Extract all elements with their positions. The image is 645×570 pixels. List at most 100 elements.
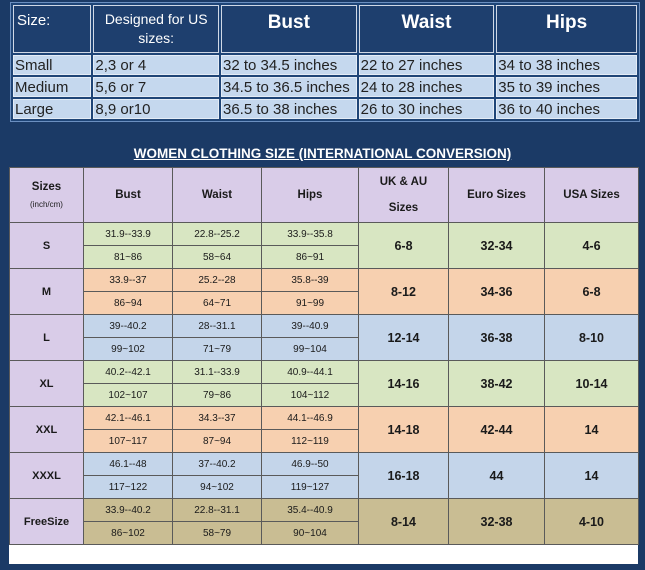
bust-inch-value: 31.9--33.9 [83,222,173,246]
cell-us: 2,3 or 4 [93,55,219,75]
size-label: XL [9,360,84,407]
cell-waist: 24 to 28 inches [358,77,495,97]
euro-size-value: 44 [448,452,545,499]
table-row: XXL 42.1--46.1 34.3--37 44.1--46.9 14-18 42-4… [9,406,639,453]
hips-cm-value: 112~119 [261,429,359,453]
table-row: XL 40.2--42.1 31.1--33.9 40.9--44.1 14-16 38-… [9,360,639,407]
conversion-table: Sizes (inch/cm) Bust Waist Hips UK & AU … [9,167,639,564]
usa-size-value: 14 [544,406,639,453]
hips-inch-value: 39--40.9 [261,314,359,338]
header-euro: Euro Sizes [448,167,545,223]
euro-size-value: 38-42 [448,360,545,407]
hips-cm-value: 104~112 [261,383,359,407]
hips-inch-value: 44.1--46.9 [261,406,359,430]
waist-inch-value: 22.8--25.2 [172,222,262,246]
waist-inch-value: 22.8--31.1 [172,498,262,522]
cell-size: Large [13,99,92,119]
cell-waist: 22 to 27 inches [358,55,495,75]
header-bust: Bust [220,5,357,53]
table-row: 81~86 58~64 86~91 [10,245,639,269]
table-row: Large 8,9 or10 36.5 to 38 inches 26 to 30 i… [13,99,637,119]
table-row: M 33.9--37 25.2--28 35.8--39 8-12 34-36 6-8 [9,268,639,315]
hips-inch-value: 40.9--44.1 [261,360,359,384]
uk-au-size-value: 8-12 [358,268,449,315]
bust-cm-value: 102~107 [83,383,173,407]
header-uk-au-line1: UK & AU [379,176,428,188]
cell-hips: 36 to 40 inches [496,99,637,119]
uk-au-size-value: 14-18 [358,406,449,453]
waist-inch-value: 25.2--28 [172,268,262,292]
bust-cm-value: 86~94 [83,291,173,315]
cell-bust: 34.5 to 36.5 inches [220,77,357,97]
waist-cm-value: 64~71 [172,291,262,315]
cell-waist: 26 to 30 inches [358,99,495,119]
hips-inch-value: 33.9--35.8 [261,222,359,246]
cell-size: Medium [13,77,92,97]
size-label: XXXL [9,452,84,499]
uk-au-size-value: 6-8 [358,222,449,269]
size-label: L [9,314,84,361]
bust-inch-value: 42.1--46.1 [83,406,173,430]
bust-inch-value: 33.9--40.2 [83,498,173,522]
euro-size-value: 32-34 [448,222,545,269]
size-label: S [9,222,84,269]
waist-inch-value: 31.1--33.9 [172,360,262,384]
header-sizes: Sizes (inch/cm) [9,167,84,223]
uk-au-size-value: 8-14 [358,498,449,545]
table-row: S 31.9--33.9 22.8--25.2 33.9--35.8 6-8 32-34 4… [9,222,639,269]
waist-inch-value: 34.3--37 [172,406,262,430]
header-sizes-label: Sizes [31,181,62,193]
bust-inch-value: 39--40.2 [83,314,173,338]
header-waist: Waist [358,5,495,53]
usa-size-value: 4-6 [544,222,639,269]
hips-inch-value: 35.8--39 [261,268,359,292]
bust-cm-value: 86~102 [83,521,173,545]
header-uk-au-line2: Sizes [388,202,419,214]
hips-cm-value: 119~127 [261,475,359,499]
waist-inch-value: 37--40.2 [172,452,262,476]
waist-inch-value: 28--31.1 [172,314,262,338]
header-hips: Hips [496,5,637,53]
usa-size-value: 8-10 [544,314,639,361]
table-row: Medium 5,6 or 7 34.5 to 36.5 inches 24 to 2… [13,77,637,97]
waist-cm-value: 71~79 [172,337,262,361]
header-bust: Bust [83,167,173,223]
cell-bust: 32 to 34.5 inches [220,55,357,75]
table-row: 86~102 58~79 90~104 [10,521,639,545]
bust-inch-value: 46.1--48 [83,452,173,476]
size-label: M [9,268,84,315]
table-row: L 39--40.2 28--31.1 39--40.9 12-14 36-38 8-10 [9,314,639,361]
waist-cm-value: 58~64 [172,245,262,269]
usa-size-value: 14 [544,452,639,499]
usa-size-value: 6-8 [544,268,639,315]
header-designed-for-us: Designed for US sizes: [93,5,219,53]
usa-size-value: 10-14 [544,360,639,407]
cell-hips: 35 to 39 inches [496,77,637,97]
conversion-title: WOMEN CLOTHING SIZE (INTERNATIONAL CONVE… [133,146,512,161]
cell-us: 8,9 or10 [93,99,219,119]
header-waist: Waist [172,167,262,223]
hips-cm-value: 91~99 [261,291,359,315]
hips-cm-value: 90~104 [261,521,359,545]
table-row: 102~107 79~86 104~112 [10,383,639,407]
size-label: XXL [9,406,84,453]
cell-hips: 34 to 38 inches [496,55,637,75]
usa-size-value: 4-10 [544,498,639,545]
uk-au-size-value: 16-18 [358,452,449,499]
table-row: 117~122 94~102 119~127 [10,475,639,499]
hips-cm-value: 99~104 [261,337,359,361]
waist-cm-value: 87~94 [172,429,262,453]
table-row: FreeSize 33.9--40.2 22.8--31.1 35.4--40.9 8-… [9,498,639,545]
size-label: FreeSize [9,498,84,545]
waist-cm-value: 79~86 [172,383,262,407]
cell-size: Small [13,55,92,75]
bust-cm-value: 107~117 [83,429,173,453]
cell-us: 5,6 or 7 [93,77,219,97]
euro-size-value: 42-44 [448,406,545,453]
hips-inch-value: 35.4--40.9 [261,498,359,522]
table-row: 86~94 64~71 91~99 [10,291,639,315]
euro-size-value: 34-36 [448,268,545,315]
table-row: XXXL 46.1--48 37--40.2 46.9--50 16-18 44 14 [9,452,639,499]
hips-inch-value: 46.9--50 [261,452,359,476]
euro-size-value: 36-38 [448,314,545,361]
